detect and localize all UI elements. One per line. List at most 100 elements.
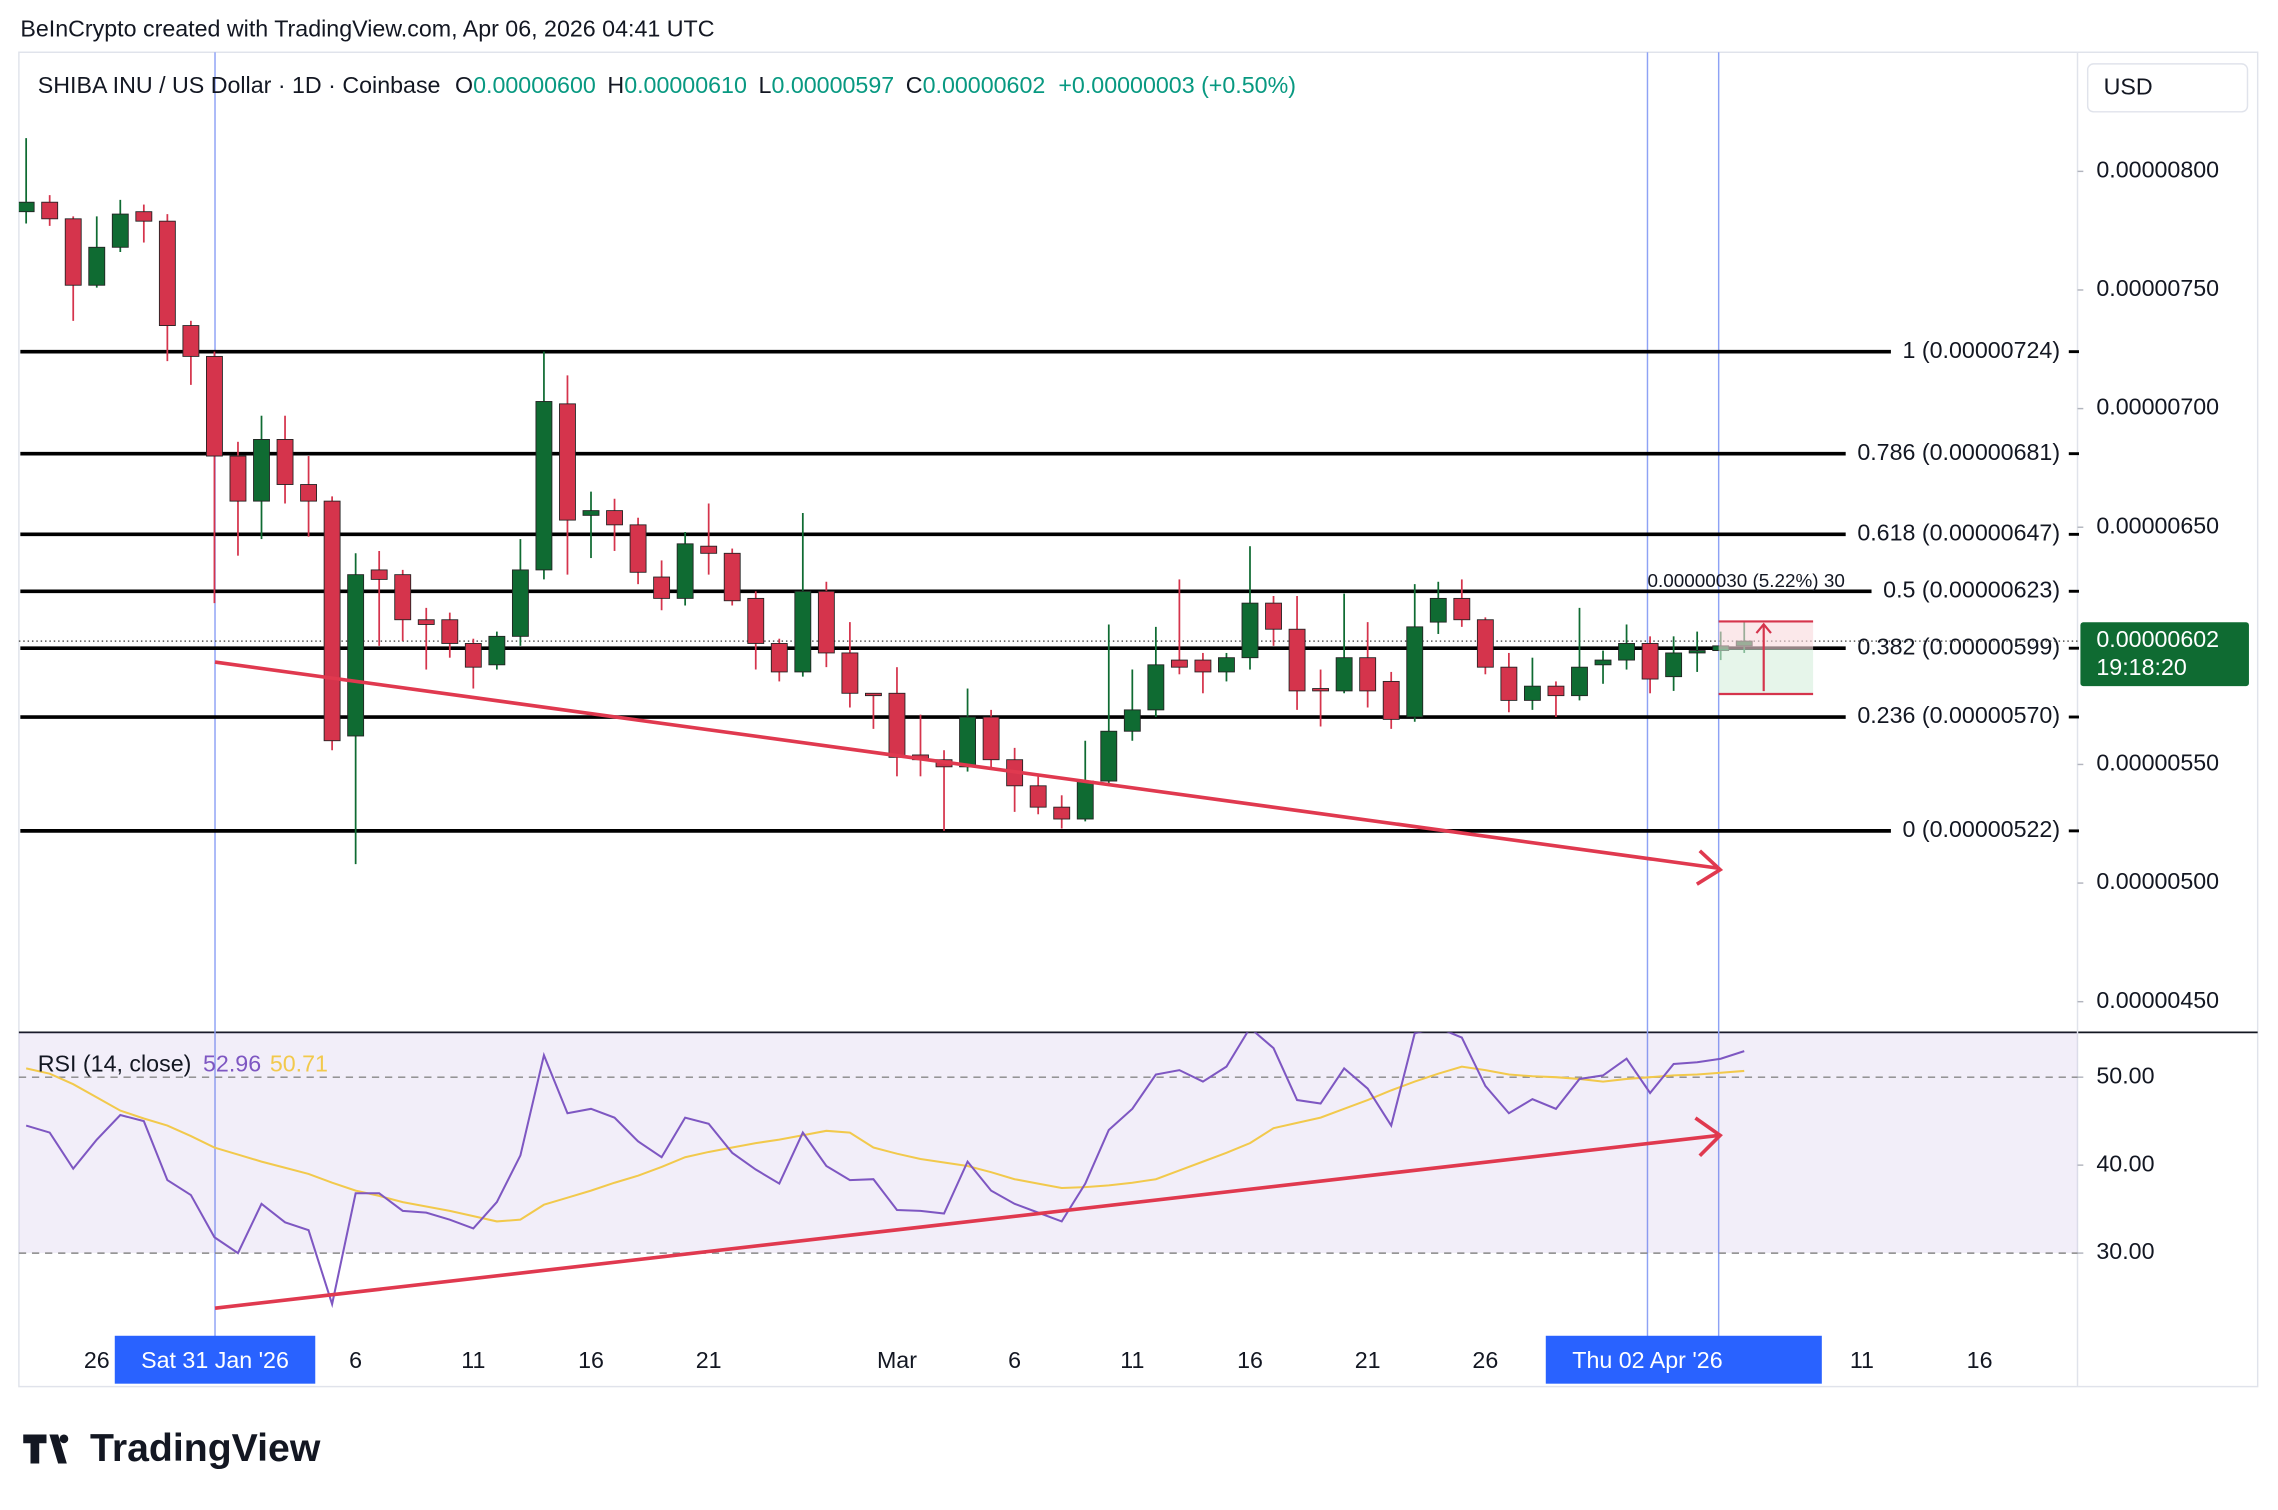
logo-dot (59, 1434, 69, 1444)
rsi-trendline (214, 1133, 1719, 1310)
candle-body (888, 692, 906, 758)
ohlc-value: 0.00000602 (923, 72, 1046, 98)
candle-body (559, 403, 576, 521)
measure-arrow (1755, 622, 1772, 634)
x-tick-label: 26 (1472, 1347, 1498, 1373)
candle-body (111, 213, 129, 248)
trendline-arrow (1694, 1116, 1723, 1158)
candle-body (1029, 785, 1047, 808)
candle-body (1218, 657, 1235, 673)
x-tick-label: 16 (1237, 1347, 1263, 1373)
currency[interactable]: USD (2104, 74, 2153, 100)
x-tick-label: 21 (1355, 1347, 1381, 1373)
candle-body (1429, 597, 1447, 623)
candle-body (417, 619, 435, 625)
change: +0.00000003 (+0.50%) (1058, 72, 1296, 98)
crosshair-date-box (114, 1335, 316, 1384)
ohlc-key: H (607, 72, 624, 98)
candle-body (276, 439, 294, 485)
chart-frame (18, 51, 2259, 1388)
candle-body (1123, 709, 1141, 732)
candle-body (488, 635, 506, 666)
candle-body (1547, 685, 1565, 697)
countdown: 19:18:20 (2096, 654, 2186, 680)
rsi-line (25, 1032, 1745, 1309)
candle-body (1406, 626, 1424, 718)
rsi-title: RSI (14, close) (38, 1051, 192, 1077)
candle-body (1688, 650, 1706, 654)
logo-text: TradingView (90, 1427, 321, 1470)
rsi-tick-label: 50.00 (2096, 1062, 2154, 1088)
x-tick-label: 11 (1850, 1347, 1874, 1373)
rsi-value: 52.96 (203, 1051, 261, 1077)
credit: BeInCrypto created with TradingView.com,… (20, 16, 714, 42)
ohlc-value: 0.00000600 (473, 72, 596, 98)
candle-body (535, 401, 553, 571)
fib-label: 0.236 (0.00000570) (1857, 702, 2060, 728)
candle-body (747, 597, 765, 644)
candle-body (653, 576, 671, 599)
candle-body (582, 510, 600, 516)
candle-body (18, 201, 35, 213)
logo-mark (23, 1434, 67, 1464)
x-tick-label: Mar (877, 1347, 917, 1373)
last-price-label: 0.00000602 (2096, 626, 2219, 652)
candle-body (676, 543, 694, 599)
candle-body (1453, 597, 1471, 621)
x-tick-label: 11 (461, 1347, 485, 1373)
x-tick-label: 26 (84, 1347, 110, 1373)
candle-body (770, 643, 788, 673)
y-tick-label: 0.00000550 (2096, 750, 2219, 776)
candle-body (464, 643, 482, 668)
candle-body (1100, 730, 1118, 782)
candle-body (229, 455, 247, 502)
rsi-legend: RSI (14, close) 52.96 50.71 (38, 1051, 328, 1077)
last-price-tag (2080, 622, 2249, 687)
candle-body (41, 201, 59, 220)
candle-body (794, 590, 812, 673)
currency-button[interactable] (2086, 63, 2249, 113)
ohlc-key: O (455, 72, 473, 98)
candle-body (982, 716, 1000, 761)
candle-body (1335, 657, 1353, 692)
candle-body (323, 500, 341, 742)
ohlc-key: C (906, 72, 923, 98)
fib-label: 0.382 (0.00000599) (1857, 633, 2060, 659)
x-tick-label: 16 (578, 1347, 604, 1373)
candle-body (88, 246, 106, 286)
crosshair-date: Sat 31 Jan '26 (141, 1347, 289, 1373)
candle-body (135, 211, 153, 222)
candle-body (1594, 659, 1612, 666)
legend-title: SHIBA INU / US Dollar · 1D · Coinbase O0.… (38, 72, 1296, 98)
candle-body (1053, 806, 1071, 820)
candle-body (206, 355, 223, 457)
candle-body (865, 692, 882, 697)
candle-body (64, 218, 82, 286)
candle-body (347, 574, 365, 737)
candle-body (1571, 666, 1588, 697)
candle-body (394, 574, 412, 621)
price-trendline (214, 660, 1719, 871)
candle-body (1476, 619, 1494, 668)
y-tick-label: 0.00000700 (2096, 394, 2219, 420)
candle-body (1147, 664, 1165, 711)
x-tick-label: 11 (1120, 1347, 1144, 1373)
candle-body (1359, 657, 1377, 692)
candle-body (700, 545, 718, 554)
candle-body (817, 590, 835, 654)
candle-body (1194, 659, 1212, 673)
ohlc-value: 0.00000610 (624, 72, 747, 98)
candle-body (511, 569, 529, 637)
candle-body (841, 652, 859, 694)
symbol: SHIBA INU / US Dollar · 1D · Coinbase (38, 72, 441, 98)
candle-body (959, 716, 976, 768)
candle-body (1665, 652, 1683, 678)
rsi-tick-label: 30.00 (2096, 1238, 2154, 1264)
candle-body (1312, 688, 1330, 692)
candle-body (723, 552, 741, 602)
fib-label: 0 (0.00000522) (1903, 816, 2061, 842)
x-tick-label: 6 (1008, 1347, 1021, 1373)
crosshair-date-box (1545, 1335, 1822, 1384)
candle-body (1241, 602, 1259, 659)
